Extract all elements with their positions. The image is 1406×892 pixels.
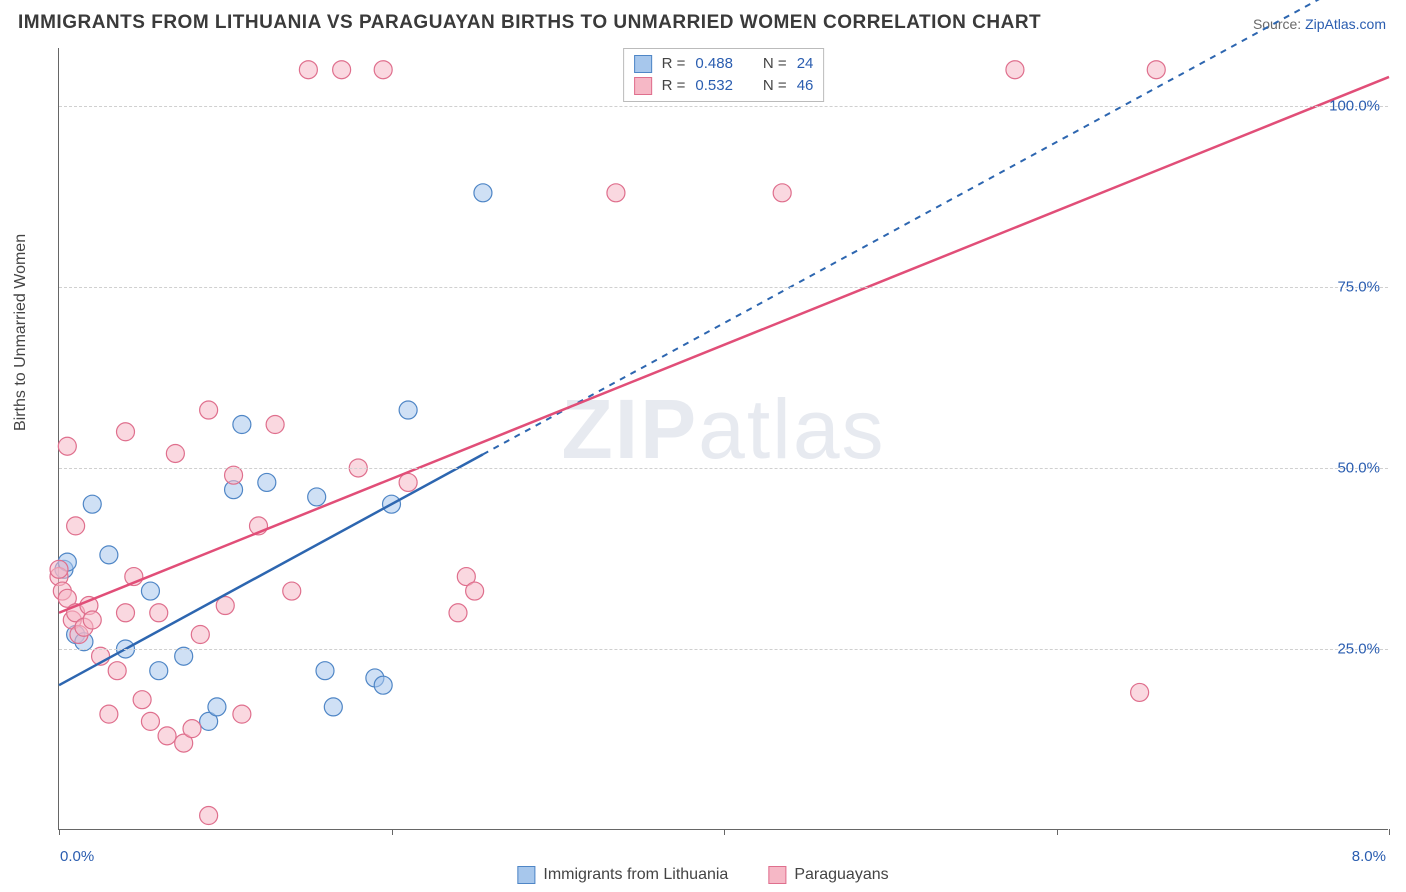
data-point <box>83 495 101 513</box>
gridline-h <box>59 106 1388 107</box>
data-point <box>150 662 168 680</box>
legend-item: Immigrants from Lithuania <box>517 866 728 884</box>
data-point <box>308 488 326 506</box>
data-point <box>158 727 176 745</box>
data-point <box>258 473 276 491</box>
trend-line <box>59 77 1389 613</box>
legend-series-name: Immigrants from Lithuania <box>543 866 728 884</box>
x-tick <box>59 829 60 835</box>
correlation-legend: R = 0.488 N = 24 R = 0.532 N = 46 <box>623 48 825 102</box>
data-point <box>58 437 76 455</box>
series-legend: Immigrants from Lithuania Paraguayans <box>517 866 888 884</box>
data-point <box>108 662 126 680</box>
source-attribution: Source: ZipAtlas.com <box>1253 16 1386 32</box>
legend-series-name: Paraguayans <box>794 866 888 884</box>
data-point <box>374 676 392 694</box>
source-link[interactable]: ZipAtlas.com <box>1305 16 1386 32</box>
gridline-h <box>59 287 1388 288</box>
data-point <box>607 184 625 202</box>
gridline-h <box>59 468 1388 469</box>
data-point <box>200 401 218 419</box>
legend-r-label: R = <box>662 75 686 97</box>
legend-r-label: R = <box>662 53 686 75</box>
data-point <box>399 401 417 419</box>
data-point <box>67 517 85 535</box>
y-tick-label: 100.0% <box>1329 97 1380 114</box>
x-axis-min-label: 0.0% <box>60 848 94 865</box>
x-tick <box>1389 829 1390 835</box>
data-point <box>266 416 284 434</box>
legend-swatch <box>634 77 652 95</box>
data-point <box>316 662 334 680</box>
legend-n-value: 24 <box>797 53 814 75</box>
data-point <box>1131 683 1149 701</box>
plot-area: ZIPatlas R =0.488N =24R =0.532N =46 25.0… <box>58 48 1388 830</box>
data-point <box>474 184 492 202</box>
data-point <box>1147 61 1165 79</box>
x-tick <box>392 829 393 835</box>
legend-swatch <box>634 55 652 73</box>
y-tick-label: 50.0% <box>1337 459 1380 476</box>
data-point <box>200 807 218 825</box>
data-point <box>50 560 68 578</box>
data-point <box>233 416 251 434</box>
data-point <box>117 423 135 441</box>
data-point <box>466 582 484 600</box>
data-point <box>324 698 342 716</box>
data-point <box>83 611 101 629</box>
y-tick-label: 25.0% <box>1337 640 1380 657</box>
data-point <box>333 61 351 79</box>
legend-item: Paraguayans <box>768 866 888 884</box>
x-tick <box>724 829 725 835</box>
legend-r-value: 0.488 <box>695 53 733 75</box>
legend-n-value: 46 <box>797 75 814 97</box>
data-point <box>166 444 184 462</box>
data-point <box>449 604 467 622</box>
scatter-svg <box>59 48 1388 829</box>
data-point <box>141 712 159 730</box>
x-tick <box>1057 829 1058 835</box>
legend-n-label: N = <box>763 53 787 75</box>
data-point <box>141 582 159 600</box>
y-tick-label: 75.0% <box>1337 278 1380 295</box>
legend-r-value: 0.532 <box>695 75 733 97</box>
data-point <box>208 698 226 716</box>
data-point <box>773 184 791 202</box>
source-label: Source: <box>1253 16 1305 32</box>
chart-title: IMMIGRANTS FROM LITHUANIA VS PARAGUAYAN … <box>18 12 1041 34</box>
data-point <box>117 604 135 622</box>
data-point <box>399 473 417 491</box>
data-point <box>183 720 201 738</box>
y-axis-title: Births to Unmarried Women <box>12 234 30 431</box>
legend-swatch <box>517 866 535 884</box>
data-point <box>283 582 301 600</box>
data-point <box>1006 61 1024 79</box>
data-point <box>133 691 151 709</box>
data-point <box>100 546 118 564</box>
legend-n-label: N = <box>763 75 787 97</box>
data-point <box>150 604 168 622</box>
legend-row: R = 0.532 N = 46 <box>634 75 814 97</box>
data-point <box>233 705 251 723</box>
gridline-h <box>59 649 1388 650</box>
data-point <box>299 61 317 79</box>
x-axis-max-label: 8.0% <box>1352 848 1386 865</box>
data-point <box>374 61 392 79</box>
legend-row: R = 0.488 N = 24 <box>634 53 814 75</box>
legend-swatch <box>768 866 786 884</box>
data-point <box>191 626 209 644</box>
data-point <box>100 705 118 723</box>
